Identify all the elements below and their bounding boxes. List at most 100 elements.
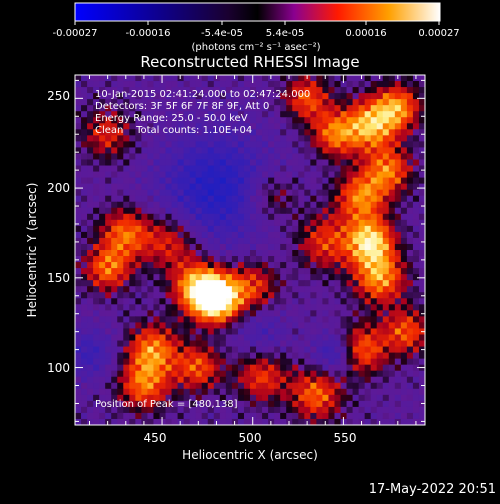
heatmap-cell <box>183 280 191 287</box>
heatmap-cell <box>310 286 317 293</box>
heatmap-cell <box>111 213 118 221</box>
heatmap-cell <box>412 262 420 269</box>
heatmap-cell <box>310 117 317 124</box>
heatmap-cell <box>171 250 179 257</box>
heatmap-cell <box>207 171 215 179</box>
heatmap-cell <box>280 225 287 233</box>
heatmap-cell <box>310 328 317 336</box>
heatmap-cell <box>412 376 420 384</box>
heatmap-cell <box>129 135 136 142</box>
heatmap-cell <box>352 418 360 425</box>
heatmap-cell <box>75 75 82 82</box>
heatmap-cell <box>322 171 330 179</box>
heatmap-cell <box>93 117 100 124</box>
heatmap-cell <box>382 195 390 203</box>
heatmap-cell <box>262 165 269 173</box>
heatmap-cell <box>322 237 330 245</box>
heatmap-cell <box>201 237 209 245</box>
heatmap-cell <box>298 268 305 275</box>
heatmap-cell <box>412 316 420 324</box>
heatmap-cell <box>280 250 287 257</box>
heatmap-cell <box>268 352 275 360</box>
heatmap-cell <box>364 195 372 203</box>
heatmap-cell <box>183 195 191 203</box>
heatmap-cell <box>394 141 402 149</box>
heatmap-cell <box>352 141 360 149</box>
heatmap-cell <box>147 75 155 82</box>
heatmap-cell <box>286 412 293 420</box>
heatmap-cell <box>225 165 233 173</box>
heatmap-cell <box>328 213 336 221</box>
heatmap-cell <box>75 358 82 366</box>
heatmap-cell <box>189 111 197 118</box>
heatmap-cell <box>274 153 281 161</box>
heatmap-cell <box>250 243 257 251</box>
heatmap-cell <box>328 165 336 173</box>
heatmap-cell <box>171 189 179 197</box>
heatmap-cell <box>352 382 360 390</box>
heatmap-cell <box>256 256 263 263</box>
heatmap-cell <box>406 237 414 245</box>
heatmap-cell <box>316 268 324 275</box>
heatmap-cell <box>370 171 378 179</box>
heatmap-cell <box>165 177 173 185</box>
heatmap-cell <box>117 394 124 402</box>
heatmap-cell <box>141 87 149 94</box>
heatmap-cell <box>75 250 82 257</box>
heatmap-cell <box>274 250 281 257</box>
heatmap-cell <box>250 304 257 311</box>
heatmap-cell <box>123 334 130 342</box>
heatmap-cell <box>159 165 167 173</box>
heatmap-cell <box>129 111 136 118</box>
heatmap-cell <box>189 207 197 215</box>
heatmap-cell <box>304 225 311 233</box>
x-tick-label: 500 <box>239 431 262 445</box>
heatmap-cell <box>81 418 88 425</box>
heatmap-cell <box>183 352 191 360</box>
heatmap-cell <box>105 219 112 227</box>
heatmap-cell <box>340 364 348 372</box>
heatmap-cell <box>376 231 384 239</box>
heatmap-cell <box>81 262 88 269</box>
heatmap-cell <box>328 243 336 251</box>
heatmap-cell <box>195 394 203 402</box>
heatmap-cell <box>171 225 179 233</box>
heatmap-cell <box>99 364 106 372</box>
x-axis-label: Heliocentric X (arcsec) <box>182 448 318 462</box>
heatmap-cell <box>81 219 88 227</box>
heatmap-cell <box>316 159 324 167</box>
heatmap-cell <box>129 213 136 221</box>
heatmap-cell <box>340 334 348 342</box>
heatmap-cell <box>111 358 118 366</box>
heatmap-cell <box>105 93 112 100</box>
heatmap-cell <box>159 123 167 130</box>
heatmap-cell <box>322 195 330 203</box>
heatmap-cell <box>243 159 251 167</box>
heatmap-cell <box>388 334 396 342</box>
heatmap-cell <box>418 268 425 275</box>
heatmap-cell <box>268 418 275 425</box>
heatmap-cell <box>147 328 155 336</box>
heatmap-cell <box>250 418 257 425</box>
heatmap-cell <box>280 207 287 215</box>
heatmap-cell <box>189 231 197 239</box>
heatmap-cell <box>370 93 378 100</box>
heatmap-cell <box>388 237 396 245</box>
heatmap-cell <box>346 111 354 118</box>
heatmap-cell <box>274 171 281 179</box>
heatmap-cell <box>310 111 317 118</box>
heatmap-cell <box>105 274 112 281</box>
heatmap-cell <box>274 207 281 215</box>
heatmap-cell <box>129 250 136 257</box>
heatmap-cell <box>123 388 130 396</box>
heatmap-cell <box>256 346 263 354</box>
heatmap-cell <box>171 364 179 372</box>
heatmap-cell <box>370 225 378 233</box>
heatmap-cell <box>292 225 299 233</box>
heatmap-cell <box>310 412 317 420</box>
heatmap-cell <box>237 129 245 136</box>
heatmap-cell <box>183 189 191 197</box>
heatmap-cell <box>286 346 293 354</box>
heatmap-cell <box>177 352 185 360</box>
heatmap-cell <box>328 394 336 402</box>
